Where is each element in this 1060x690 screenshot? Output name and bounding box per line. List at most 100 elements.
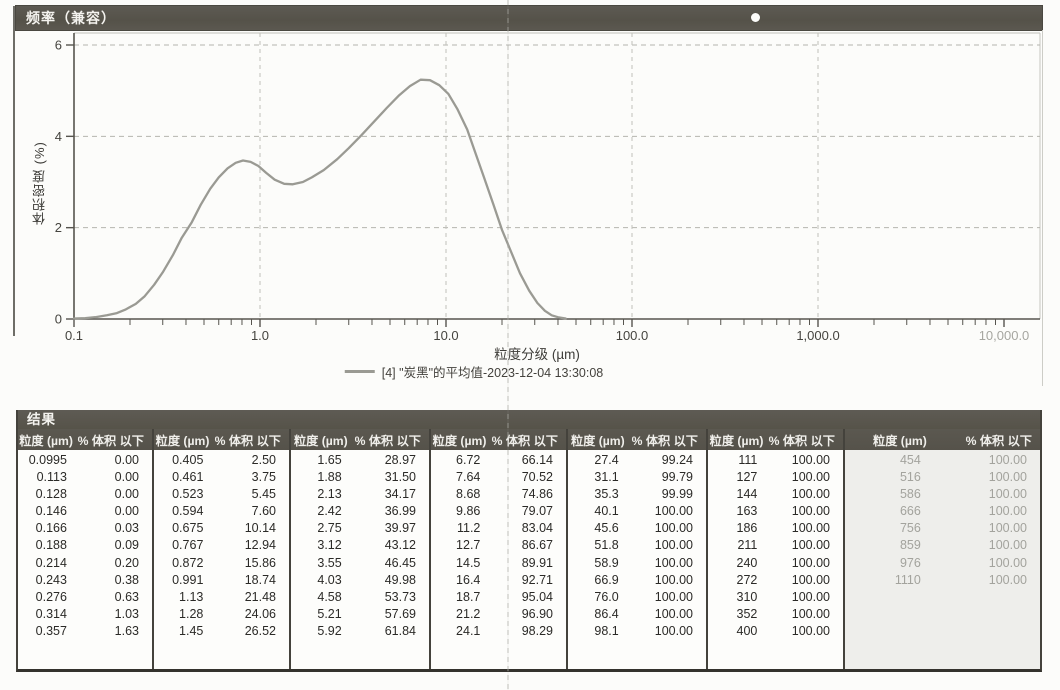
table-row: 454 100.00 bbox=[845, 452, 1040, 469]
legend-line-swatch bbox=[344, 370, 375, 373]
table-row: 0.405 2.50 bbox=[154, 452, 289, 469]
table-row: 0.188 0.09 bbox=[18, 537, 152, 554]
pct-volume-under-value: 100.00 bbox=[791, 504, 830, 519]
table-row: 27.4 99.24 bbox=[568, 452, 706, 469]
size-value: 98.1 bbox=[594, 623, 619, 638]
table-row: 352 100.00 bbox=[708, 606, 843, 623]
size-value: 240 bbox=[736, 555, 758, 570]
table-row: 45.6 100.00 bbox=[568, 520, 706, 537]
chart-panel-right-border bbox=[1042, 30, 1043, 386]
x-tick-label: 0.1 bbox=[65, 328, 83, 343]
pct-volume-under-value: 66.14 bbox=[521, 453, 553, 467]
pct-column-header: % 体积 以下 bbox=[631, 433, 698, 448]
table-row: 2.13 34.17 bbox=[291, 486, 429, 503]
pct-volume-under-value: 0.38 bbox=[114, 572, 139, 587]
table-row: 3.55 46.45 bbox=[291, 555, 429, 572]
size-value: 66.9 bbox=[594, 572, 619, 587]
table-row: 0.357 1.63 bbox=[18, 623, 152, 640]
size-value: 86.4 bbox=[594, 606, 619, 621]
pct-volume-under-value: 18.74 bbox=[244, 572, 276, 587]
size-value: 0.243 bbox=[35, 572, 67, 587]
pct-volume-under-value: 100.00 bbox=[988, 538, 1027, 553]
pct-volume-under-value: 10.14 bbox=[244, 521, 276, 536]
size-value: 0.188 bbox=[35, 538, 67, 553]
table-column-group: 粒度 (µm) % 体积 以下 6.72 66.14 7.64 70.52 8.68 74.8… bbox=[429, 429, 566, 669]
table-row: 586 100.00 bbox=[845, 486, 1040, 503]
pct-volume-under-value: 100.00 bbox=[791, 589, 830, 604]
size-value: 352 bbox=[736, 606, 758, 621]
size-value: 0.523 bbox=[172, 487, 204, 502]
size-value: 859 bbox=[899, 538, 921, 553]
pct-volume-under-value: 100.00 bbox=[654, 521, 693, 536]
column-group-body: 1.65 28.97 1.88 31.50 2.13 34.17 2.42 36.99 2.75… bbox=[291, 450, 429, 669]
table-row: 0.243 0.38 bbox=[18, 572, 152, 589]
table-row: 24.1 98.29 bbox=[431, 623, 566, 640]
pct-column-header: % 体积 以下 bbox=[214, 433, 281, 448]
size-value: 666 bbox=[899, 504, 921, 519]
pct-volume-under-value: 1.03 bbox=[114, 606, 139, 621]
pct-volume-under-value: 0.00 bbox=[114, 504, 139, 519]
table-row: 76.0 100.00 bbox=[568, 589, 706, 606]
size-column-header: 粒度 (µm) bbox=[873, 433, 927, 448]
size-column-header: 粒度 (µm) bbox=[432, 433, 487, 448]
table-row: 240 100.00 bbox=[708, 555, 843, 572]
table-row: 1110 100.00 bbox=[845, 572, 1040, 589]
size-value: 1.13 bbox=[179, 589, 204, 604]
table-row: 310 100.00 bbox=[708, 589, 843, 606]
column-group-header: 粒度 (µm) % 体积 以下 bbox=[291, 429, 429, 450]
frequency-distribution-chart: 0 2 4 6 0.1 1.0 10.0 100.0 1,000.0 10,000.0 bbox=[55, 32, 1041, 343]
size-value: 0.166 bbox=[35, 521, 67, 536]
table-row: 0.113 0.00 bbox=[18, 469, 152, 486]
table-row: 144 100.00 bbox=[708, 486, 843, 503]
pct-volume-under-value: 99.24 bbox=[661, 453, 693, 467]
x-axis-title: 粒度分级 (µm) bbox=[494, 347, 580, 362]
pct-column-header: % 体积 以下 bbox=[965, 433, 1032, 448]
column-group-header: 粒度 (µm) % 体积 以下 bbox=[18, 429, 152, 450]
pct-volume-under-value: 100.00 bbox=[988, 487, 1027, 502]
size-value: 1.45 bbox=[179, 623, 204, 638]
y-tick-label: 0 bbox=[55, 312, 62, 327]
pct-volume-under-value: 89.91 bbox=[521, 555, 553, 570]
size-value: 4.58 bbox=[317, 589, 342, 604]
table-row: 666 100.00 bbox=[845, 503, 1040, 520]
table-row: 0.991 18.74 bbox=[154, 572, 289, 589]
column-group-body: 6.72 66.14 7.64 70.52 8.68 74.86 9.86 79.07 11.2… bbox=[431, 450, 566, 669]
x-tick-label: 1,000.0 bbox=[796, 328, 839, 343]
column-group-header: 粒度 (µm) % 体积 以下 bbox=[568, 429, 706, 450]
size-value: 211 bbox=[737, 538, 758, 553]
pct-volume-under-value: 15.86 bbox=[244, 555, 276, 570]
size-column-header: 粒度 (µm) bbox=[709, 433, 764, 448]
x-tick-label: 10,000.0 bbox=[979, 328, 1030, 343]
size-value: 0.146 bbox=[35, 504, 67, 519]
pct-column-header: % 体积 以下 bbox=[768, 433, 835, 448]
size-value: 18.7 bbox=[456, 589, 481, 604]
size-value: 9.86 bbox=[456, 504, 481, 519]
table-row: 0.128 0.00 bbox=[18, 486, 152, 503]
pct-volume-under-value: 70.52 bbox=[521, 470, 553, 485]
pct-volume-under-value: 100.00 bbox=[988, 453, 1027, 467]
size-value: 4.03 bbox=[317, 572, 342, 587]
pct-volume-under-value: 83.04 bbox=[521, 521, 553, 536]
pct-volume-under-value: 5.45 bbox=[251, 487, 276, 502]
pct-volume-under-value: 95.04 bbox=[521, 589, 553, 604]
table-row: 21.2 96.90 bbox=[431, 606, 566, 623]
pct-volume-under-value: 100.00 bbox=[654, 572, 693, 587]
size-value: 51.8 bbox=[594, 538, 619, 553]
table-row: 66.9 100.00 bbox=[568, 572, 706, 589]
size-value: 0.675 bbox=[172, 521, 204, 536]
pct-volume-under-value: 21.48 bbox=[244, 589, 276, 604]
y-tick-label: 2 bbox=[55, 220, 62, 235]
x-tick-label: 1.0 bbox=[251, 328, 269, 343]
table-row: 11.2 83.04 bbox=[431, 520, 566, 537]
size-value: 272 bbox=[736, 572, 758, 587]
chart-title: 频率（兼容） bbox=[26, 10, 116, 26]
chart-legend: [4] "炭黑"的平均值-2023-12-04 13:30:08 bbox=[344, 362, 603, 381]
size-value: 0.128 bbox=[35, 487, 67, 502]
table-row: 127 100.00 bbox=[708, 469, 843, 486]
pct-volume-under-value: 24.06 bbox=[244, 606, 276, 621]
pct-volume-under-value: 100.00 bbox=[654, 555, 693, 570]
size-value: 400 bbox=[736, 623, 758, 638]
size-value: 454 bbox=[899, 453, 921, 467]
size-value: 0.872 bbox=[172, 555, 204, 570]
pct-volume-under-value: 100.00 bbox=[791, 555, 830, 570]
